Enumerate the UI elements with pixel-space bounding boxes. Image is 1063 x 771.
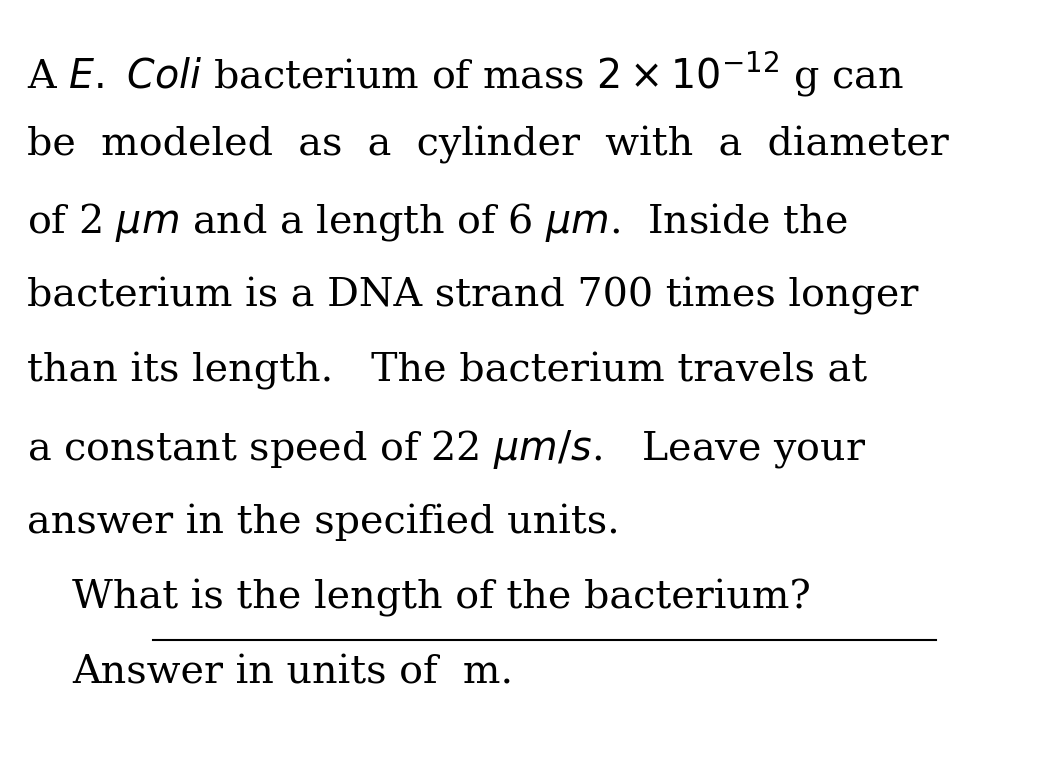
Text: Answer in units of  m.: Answer in units of m.: [72, 655, 513, 692]
Text: be  modeled  as  a  cylinder  with  a  diameter: be modeled as a cylinder with a diameter: [27, 126, 948, 163]
Text: of 2 $\it{\mu m}$ and a length of 6 $\it{\mu m}$.  Inside the: of 2 $\it{\mu m}$ and a length of 6 $\it…: [27, 201, 847, 244]
Text: a constant speed of 22 $\it{\mu m/s}$.   Leave your: a constant speed of 22 $\it{\mu m/s}$. L…: [27, 428, 865, 471]
Text: answer in the specified units.: answer in the specified units.: [27, 503, 620, 541]
Text: than its length.   The bacterium travels at: than its length. The bacterium travels a…: [27, 352, 866, 390]
Text: bacterium is a DNA strand 700 times longer: bacterium is a DNA strand 700 times long…: [27, 277, 918, 315]
Text: A $\it{E.\ Coli}$ bacterium of mass $2 \times 10^{-12}$ g can: A $\it{E.\ Coli}$ bacterium of mass $2 \…: [27, 50, 904, 99]
Text: What is the length of the bacterium?: What is the length of the bacterium?: [72, 579, 811, 617]
